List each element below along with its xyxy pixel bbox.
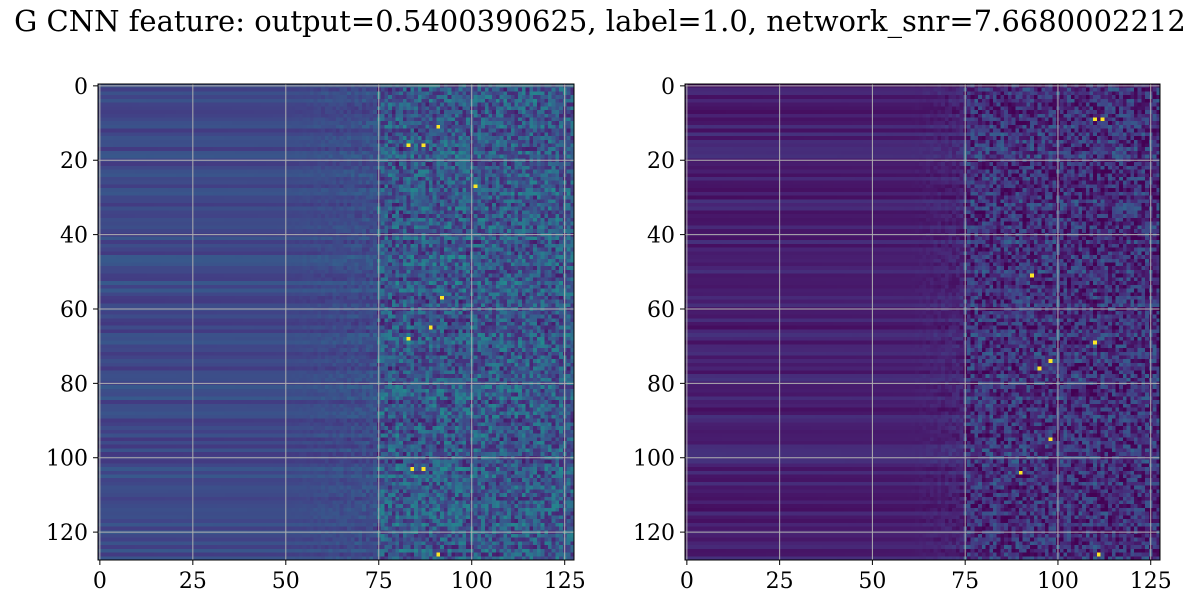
y-tick-label: 60 [647,298,675,323]
x-tick-label: 25 [766,569,794,594]
y-tick-label: 40 [647,224,675,249]
y-tick-label: 80 [60,372,88,397]
x-tick-label: 75 [951,569,979,594]
y-tick-label: 100 [633,447,675,472]
heatmap-image [98,84,574,560]
figure-title: G CNN feature: output=0.5400390625, labe… [14,4,1186,38]
y-tick-label: 120 [633,521,675,546]
y-tick-label: 120 [46,521,88,546]
heatmap-panel-right: 0 25 50 75 100 125 0 20 40 60 80 100 120 [633,75,1172,594]
y-tick-label: 60 [60,298,88,323]
y-tick-label: 100 [46,447,88,472]
x-tick-label: 25 [179,569,207,594]
heatmap-panel-left: 0 25 50 75 100 125 0 20 40 60 80 100 120 [46,75,586,594]
y-tick-label: 0 [74,75,88,100]
y-tick-label: 40 [60,224,88,249]
x-tick-label: 100 [451,569,493,594]
x-tick-label: 50 [272,569,300,594]
x-tick-label: 125 [1130,569,1172,594]
y-tick-label: 20 [60,149,88,174]
x-tick-label: 50 [858,569,886,594]
y-tick-label: 20 [647,149,675,174]
x-tick-label: 0 [93,569,107,594]
axes-frame [97,83,575,561]
x-tick-label: 100 [1037,569,1079,594]
y-tick-label: 80 [647,372,675,397]
x-tick-label: 75 [365,569,393,594]
x-tick-label: 125 [544,569,586,594]
axes-frame [684,83,1161,561]
y-tick-label: 0 [661,75,675,100]
x-tick-label: 0 [680,569,694,594]
heatmap-image [685,84,1160,560]
